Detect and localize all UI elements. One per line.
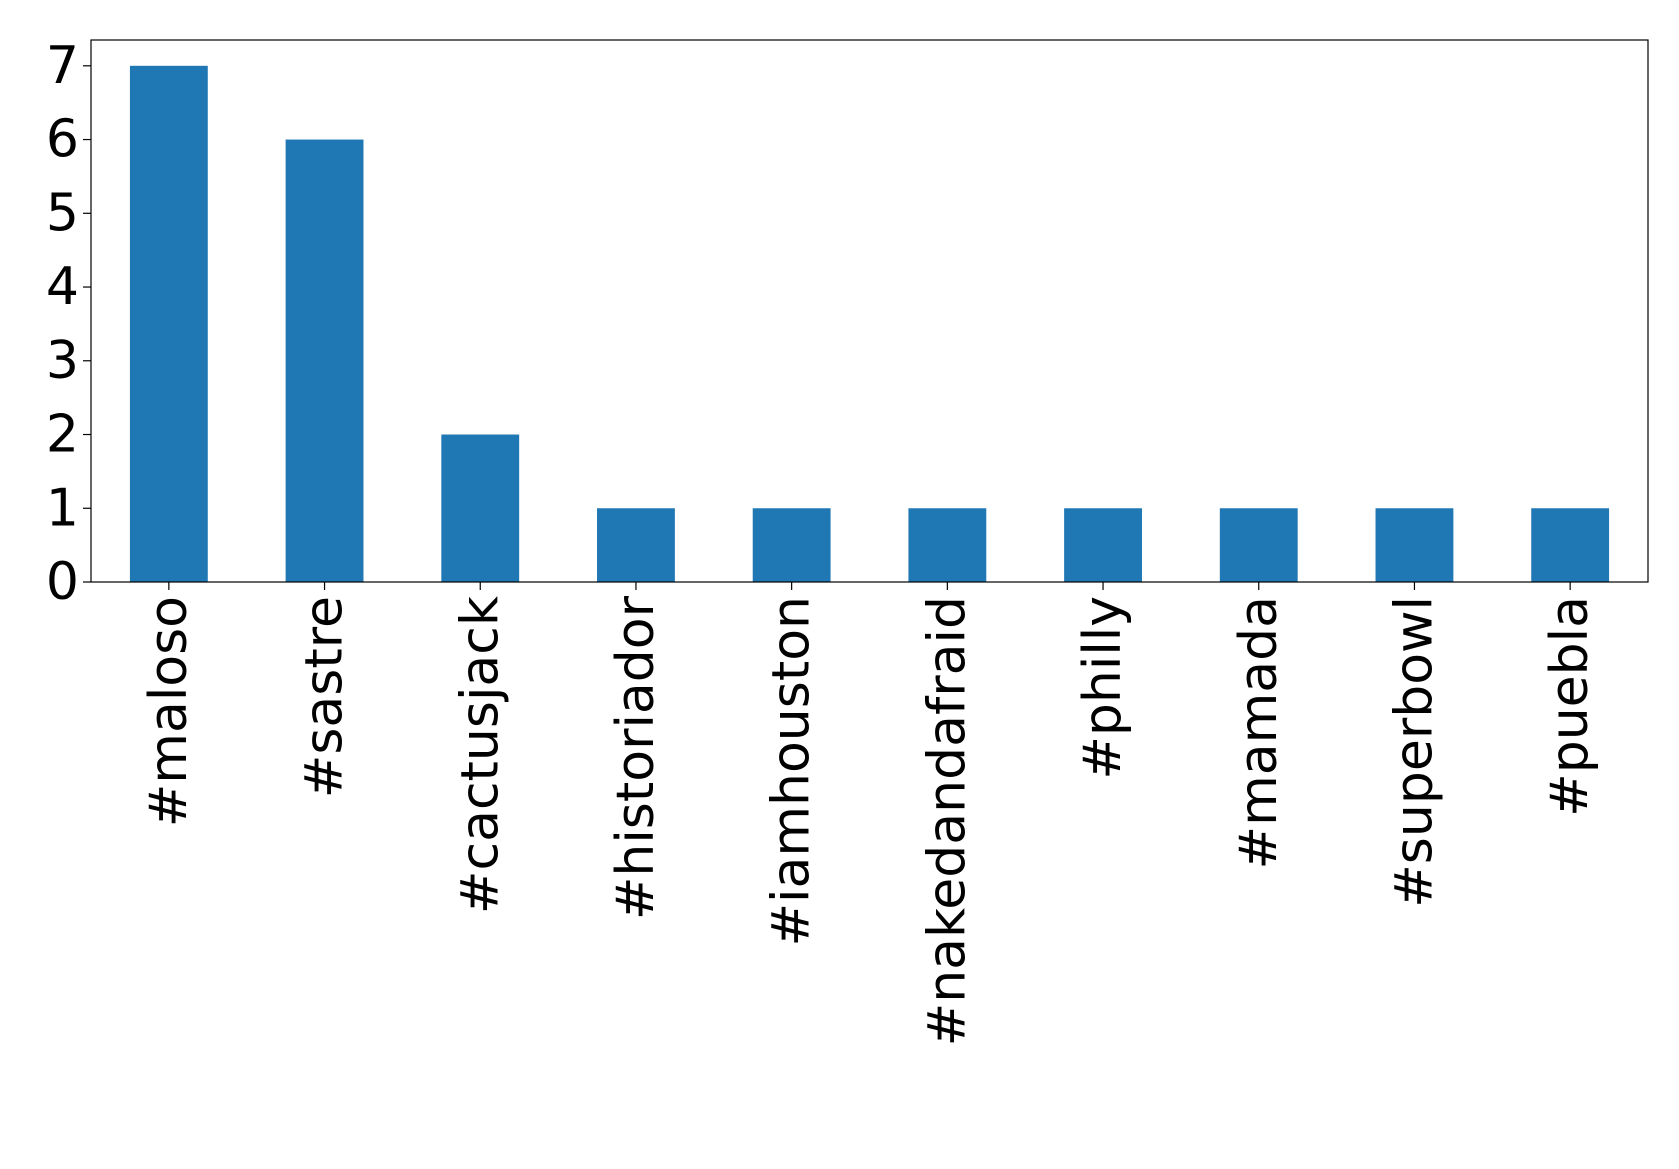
x-tick-label: #iamhouston — [762, 596, 822, 947]
x-tick-label: #maloso — [139, 596, 199, 827]
y-tick-label: 5 — [46, 183, 79, 243]
y-tick-label: 4 — [46, 257, 79, 317]
y-tick-label: 1 — [46, 478, 79, 538]
x-tick-label: #historiador — [606, 595, 666, 920]
y-tick-label: 2 — [46, 405, 79, 465]
bar — [441, 434, 520, 582]
y-tick-label: 0 — [46, 552, 79, 612]
bar — [597, 508, 675, 582]
y-tick-label: 6 — [46, 110, 79, 170]
x-tick-label: #philly — [1073, 596, 1133, 780]
x-tick-label: #superbowl — [1384, 596, 1444, 908]
y-tick-label: 7 — [46, 36, 79, 96]
bar — [1064, 508, 1142, 582]
bar — [285, 139, 364, 582]
x-tick-label: #cactusjack — [450, 596, 510, 914]
bar — [908, 508, 987, 582]
x-tick-label: #puebla — [1540, 596, 1600, 817]
x-tick-label: #nakedandafraid — [917, 596, 977, 1046]
plot-frame — [90, 39, 1649, 583]
bar — [752, 508, 831, 582]
bar — [1219, 508, 1298, 582]
y-tick-label: 3 — [46, 331, 79, 391]
bar — [1375, 508, 1454, 582]
bar — [1531, 508, 1610, 582]
x-tick-label: #sastre — [295, 596, 355, 798]
x-tick-label: #mamada — [1229, 596, 1289, 869]
bar — [129, 65, 208, 583]
